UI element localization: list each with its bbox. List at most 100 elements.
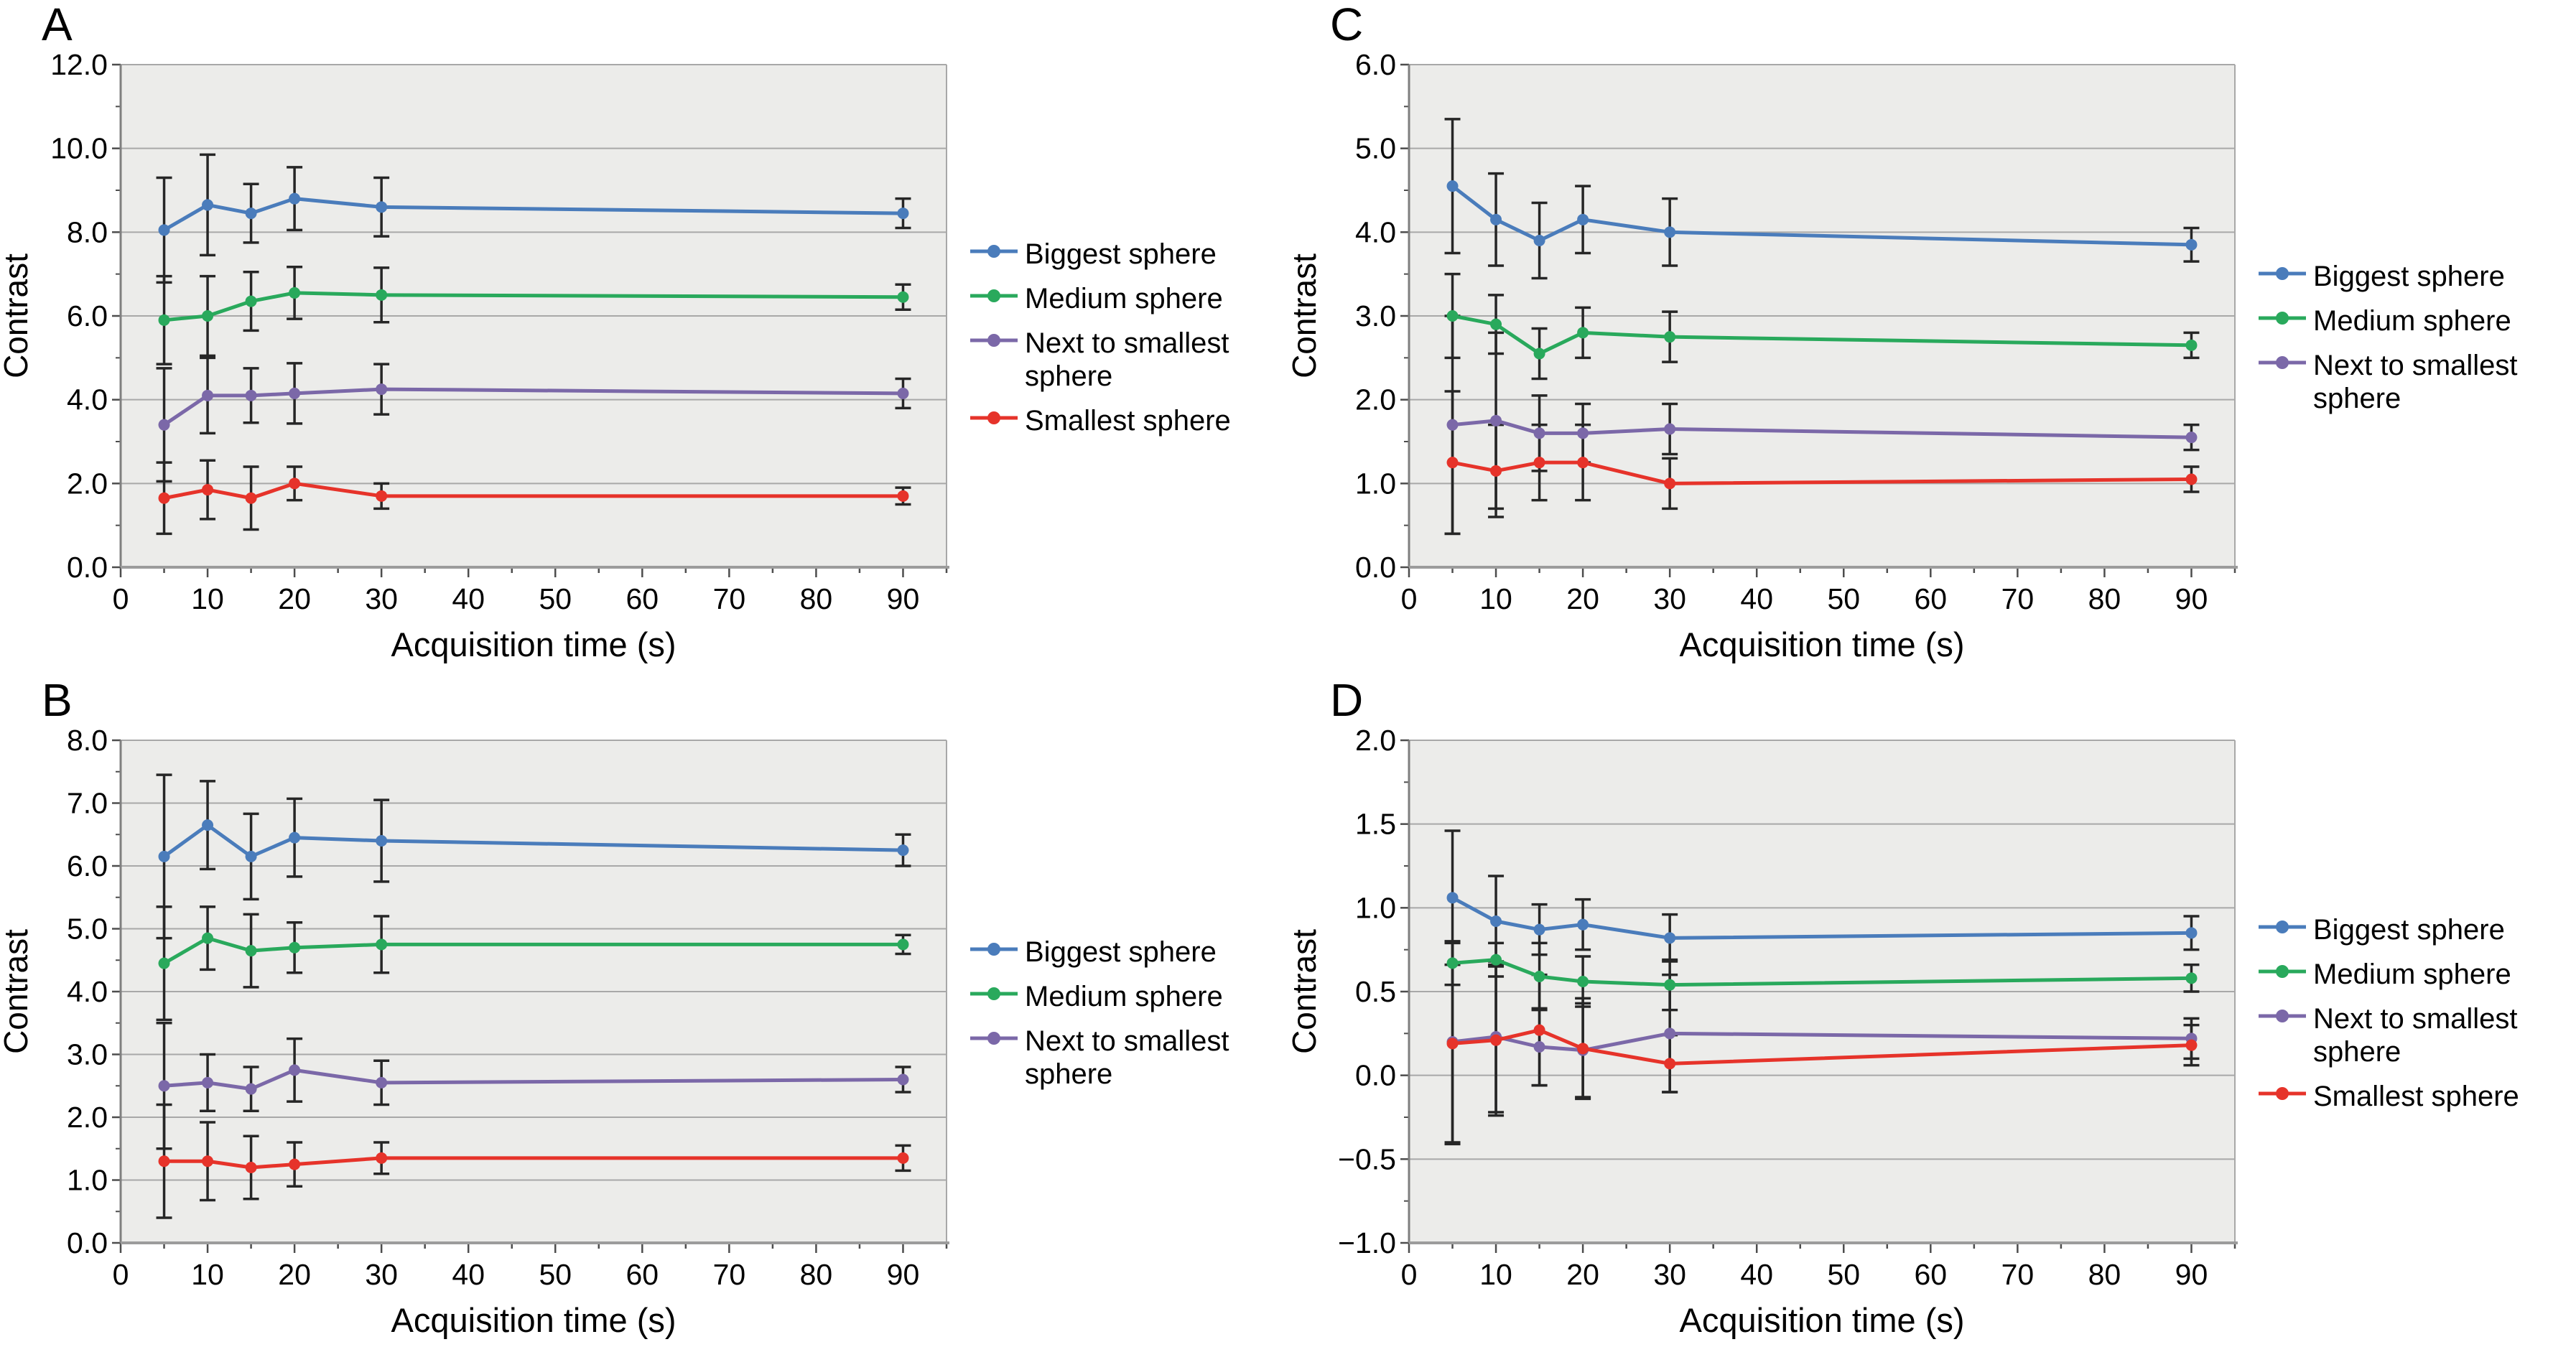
chart-row: 0.0 1.0 2.0 3.0 4.0 5.0 6.0 7.0 8.0 0 10 20 30 40 50 60…: [0, 696, 1293, 1342]
y-axis-tick-labels: −1.0 −0.5 0.0 0.5 1.0 1.5 2.0: [1338, 724, 1396, 1259]
legend-marker-icon: [2259, 267, 2306, 280]
legend-label: Biggest sphere: [1025, 238, 1217, 270]
data-point-marker: [202, 310, 214, 322]
chart-row: −1.0 −0.5 0.0 0.5 1.0 1.5 2.0 0 10 20 30 40 50 60 70 80…: [1288, 696, 2576, 1342]
data-point-marker: [245, 1162, 257, 1173]
panel-letter: C: [1330, 0, 1364, 50]
x-axis-ticks: [1408, 567, 2236, 577]
legend-label: Biggest sphere: [2313, 261, 2505, 292]
data-point-marker: [245, 492, 257, 504]
series-line: [1451, 896, 2192, 940]
x-tick-label: 30: [365, 1258, 398, 1291]
data-point-marker: [2185, 473, 2198, 485]
legend-item-medium-sphere: Medium sphere: [2259, 958, 2576, 991]
x-tick-label: 90: [2175, 582, 2208, 615]
chart-canvas: −1.0 −0.5 0.0 0.5 1.0 1.5 2.0 0 10 20 30 40 50 60 70 80…: [1288, 724, 2238, 1339]
x-tick-label: 60: [626, 1258, 659, 1291]
data-point-marker: [1664, 331, 1676, 343]
data-point-marker: [202, 199, 214, 211]
series-medium-sphere: [1446, 310, 2198, 360]
x-tick-label: 30: [365, 582, 398, 615]
gridlines: [1409, 64, 2235, 485]
data-point-marker: [376, 1152, 388, 1164]
data-point-marker: [158, 1155, 170, 1167]
panel-letter: A: [42, 0, 73, 50]
y-axis-ticks: [1400, 739, 1409, 1244]
data-point-marker: [1490, 414, 1502, 427]
legend-item-smallest-sphere: Smallest sphere: [970, 404, 1293, 437]
x-tick-label: 50: [1827, 1258, 1860, 1291]
data-point-marker: [245, 850, 257, 862]
legend-item-medium-sphere: Medium sphere: [970, 282, 1293, 315]
legend-item-next-to-smallest-sphere: Next to smallest sphere: [970, 327, 1293, 393]
y-axis-label: Contrast: [1288, 253, 1323, 378]
y-tick-label: 2.0: [67, 467, 108, 500]
data-point-marker: [1446, 419, 1459, 431]
series-smallest-sphere: [1446, 457, 2198, 490]
y-tick-label: 0.0: [67, 551, 108, 584]
panel-c: C 0.0 1.0 2.0 3.0 4.0 5.0 6.0 0 10 20 30 40 50 60 70 80…: [1288, 0, 2576, 674]
x-tick-label: 0: [1401, 1258, 1418, 1291]
data-point-marker: [1577, 213, 1589, 225]
y-tick-label: 8.0: [67, 215, 108, 248]
x-axis-tick-labels: 0 10 20 30 40 50 60 70 80 90: [113, 1258, 920, 1291]
legend-marker-icon: [2259, 965, 2306, 978]
data-point-marker: [1490, 1034, 1502, 1046]
legend-label: Next to smallest sphere: [2313, 350, 2518, 414]
legend: Biggest sphere Medium sphere Next to small…: [2259, 260, 2576, 427]
x-tick-label: 90: [887, 582, 920, 615]
gridlines: [1409, 740, 2235, 1160]
x-tick-label: 0: [113, 1258, 129, 1291]
y-tick-label: 4.0: [67, 975, 108, 1008]
legend-label: Medium sphere: [2313, 305, 2511, 337]
y-tick-label: 5.0: [67, 913, 108, 946]
series-line: [1452, 1028, 2192, 1066]
x-tick-label: 60: [1915, 1258, 1948, 1291]
y-axis-tick-labels: 0.0 1.0 2.0 3.0 4.0 5.0 6.0: [1355, 48, 1396, 584]
data-point-marker: [1490, 954, 1502, 966]
data-point-marker: [1446, 180, 1459, 192]
data-point-marker: [897, 291, 909, 303]
series-line: [1452, 1031, 2192, 1053]
y-tick-label: 4.0: [67, 383, 108, 416]
legend-marker-icon: [2259, 1087, 2306, 1100]
x-tick-label: 90: [2175, 1258, 2208, 1291]
legend-item-next-to-smallest-sphere: Next to smallest sphere: [2259, 349, 2576, 415]
data-point-marker: [1446, 310, 1459, 322]
series-next-to-smallest-sphere: [158, 383, 909, 431]
y-tick-label: 2.0: [1355, 383, 1396, 416]
x-tick-label: 10: [1479, 1258, 1512, 1291]
y-tick-label: −0.5: [1338, 1142, 1396, 1175]
data-point-marker: [1490, 465, 1502, 477]
data-point-marker: [376, 383, 388, 396]
data-point-marker: [1577, 1043, 1589, 1055]
legend-item-biggest-sphere: Biggest sphere: [2259, 913, 2576, 946]
data-point-marker: [1664, 932, 1676, 944]
x-tick-label: 0: [1401, 582, 1418, 615]
data-point-marker: [1533, 923, 1545, 936]
x-tick-label: 50: [1827, 582, 1860, 615]
x-tick-label: 20: [278, 1258, 311, 1291]
y-axis-ticks: [112, 63, 121, 569]
series-line: [1452, 314, 2192, 355]
data-point-marker: [289, 192, 301, 205]
y-tick-label: 6.0: [67, 849, 108, 882]
series-medium-sphere: [1446, 954, 2198, 991]
data-point-marker: [245, 389, 257, 401]
y-tick-label: 12.0: [50, 48, 108, 81]
data-point-marker: [289, 1064, 301, 1076]
panel-d: D −1.0 −0.5 0.0 0.5 1.0 1.5 2.0 0 10 20 30 40 50 60 70…: [1288, 676, 2576, 1347]
data-point-marker: [1664, 979, 1676, 991]
series-line: [163, 936, 903, 965]
legend-item-medium-sphere: Medium sphere: [2259, 304, 2576, 337]
y-tick-label: 6.0: [1355, 48, 1396, 81]
y-tick-label: 1.0: [1355, 891, 1396, 924]
series-line: [1452, 460, 2192, 485]
legend-label: Next to smallest sphere: [2313, 1003, 2518, 1068]
data-point-marker: [289, 941, 301, 954]
x-tick-label: 20: [1566, 1258, 1599, 1291]
y-tick-label: 3.0: [67, 1038, 108, 1071]
panel-letter: B: [42, 674, 73, 726]
series-line: [164, 1068, 903, 1091]
